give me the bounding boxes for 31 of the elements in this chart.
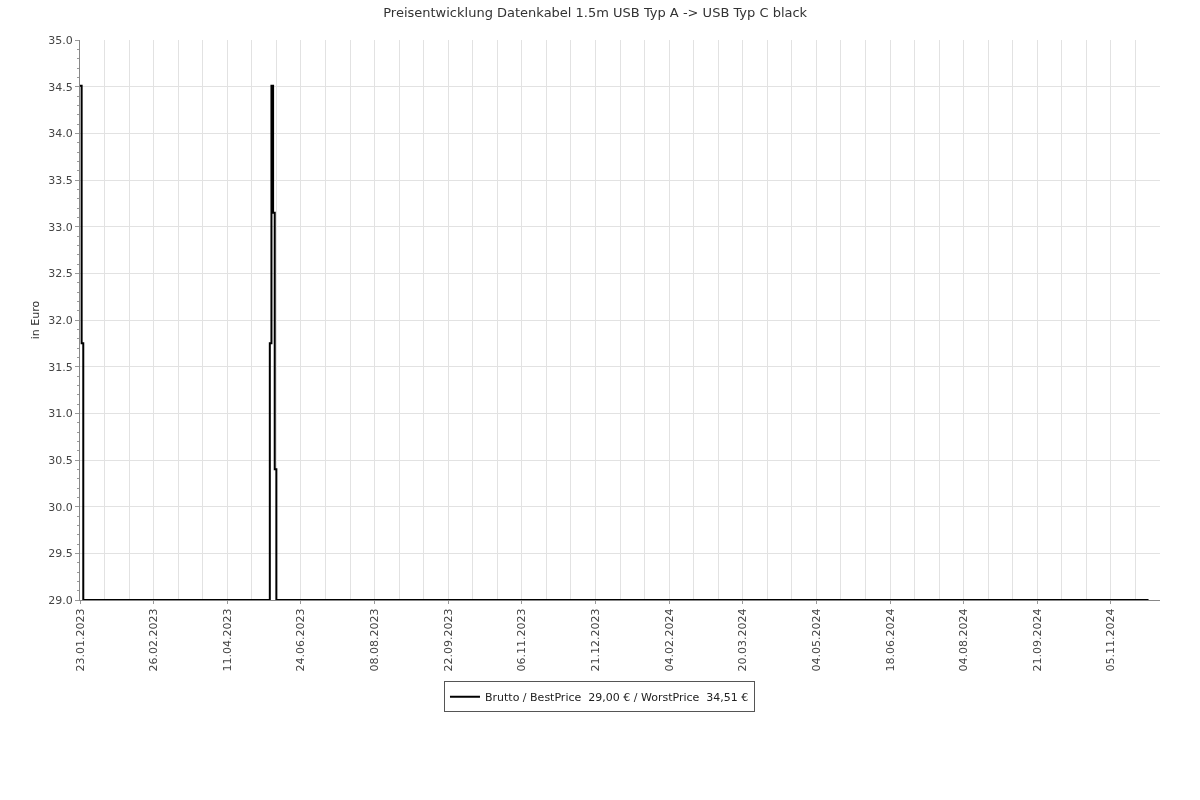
chart-title: Preisentwicklung Datenkabel 1.5m USB Typ A -> USB Typ C black bbox=[383, 4, 808, 20]
y-axis-title: in Euro bbox=[28, 300, 42, 340]
x-tick-label: 23.01.2023 bbox=[73, 608, 87, 672]
y-tick-label: 34.5 bbox=[48, 80, 73, 94]
x-tick-label: 18.06.2024 bbox=[883, 608, 897, 672]
x-tick-label: 11.04.2023 bbox=[220, 608, 234, 672]
x-tick-label: 26.02.2023 bbox=[147, 608, 161, 672]
y-tick-label: 33.0 bbox=[48, 220, 73, 234]
x-tick-label: 22.09.2023 bbox=[441, 608, 455, 672]
x-tick-label: 04.05.2024 bbox=[809, 608, 823, 672]
y-tick-label: 31.0 bbox=[48, 407, 73, 421]
y-tick-label: 33.5 bbox=[48, 173, 73, 187]
x-tick-label: 04.02.2024 bbox=[662, 608, 676, 672]
x-tick-label: 24.06.2023 bbox=[294, 608, 308, 672]
y-tick-label: 29.0 bbox=[48, 593, 73, 607]
x-tick-label: 21.09.2024 bbox=[1030, 608, 1044, 672]
y-tick-label: 30.5 bbox=[48, 453, 73, 467]
y-tick-label: 32.5 bbox=[48, 267, 73, 281]
y-tick-label: 29.5 bbox=[48, 547, 73, 561]
x-tick-label: 21.12.2023 bbox=[589, 608, 603, 672]
y-tick-label: 35.0 bbox=[48, 33, 73, 47]
x-tick-label: 04.08.2024 bbox=[957, 608, 971, 672]
x-tick-label: 08.08.2023 bbox=[368, 608, 382, 672]
y-tick-label: 30.0 bbox=[48, 500, 73, 514]
x-tick-label: 20.03.2024 bbox=[736, 608, 750, 672]
y-tick-label: 34.0 bbox=[48, 127, 73, 141]
legend-label: Brutto / BestPrice 29,00 € / WorstPrice 34,51 € bbox=[484, 690, 749, 704]
y-tick-label: 31.5 bbox=[48, 360, 73, 374]
x-tick-label: 05.11.2024 bbox=[1104, 608, 1118, 672]
x-tick-label: 06.11.2023 bbox=[515, 608, 529, 672]
y-tick-label: 32.0 bbox=[48, 313, 73, 327]
